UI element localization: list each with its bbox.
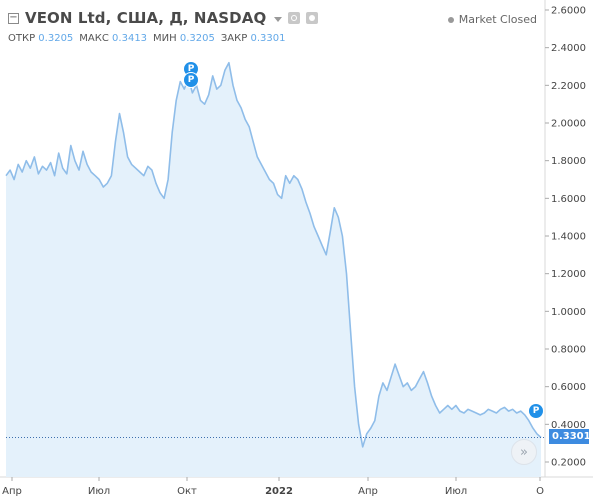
dividend-marker-icon[interactable]: P	[184, 73, 198, 87]
y-tick-label: 1.2000	[551, 269, 586, 280]
y-tick-label: 1.6000	[551, 194, 586, 205]
y-tick-label: 0.8000	[551, 345, 586, 356]
dividend-marker-icon[interactable]: P	[529, 404, 543, 418]
y-tick-label: 1.4000	[551, 232, 586, 243]
x-tick-label: 2022	[265, 486, 293, 497]
title-row: − VEON Ltd, США, Д, NASDAQ	[8, 9, 319, 27]
y-tick-label: 0.2000	[551, 458, 586, 469]
price-area-fill	[6, 62, 541, 477]
y-tick-label: 0.6000	[551, 382, 586, 393]
status-dot-icon	[447, 16, 454, 23]
x-axis[interactable]: Апр Июл Окт 2022 Апр Июл О	[2, 477, 544, 497]
last-price-label: 0.3301	[549, 429, 591, 444]
y-tick-label: 2.4000	[551, 43, 586, 54]
y-tick-label: 2.6000	[551, 6, 586, 17]
y-tick-label: 2.0000	[551, 119, 586, 130]
ohlc-row: ОТКР 0.3205 МАКС 0.3413 МИН 0.3205 ЗАКР …	[8, 33, 285, 44]
x-tick-label: Июл	[88, 486, 110, 497]
symbol-title[interactable]: VEON Ltd, США, Д, NASDAQ	[25, 9, 267, 27]
ohlc-open: ОТКР 0.3205	[8, 33, 74, 44]
chart-plot	[5, 61, 545, 477]
y-tick-label: 0.4000	[551, 420, 586, 431]
x-tick-label: Апр	[358, 486, 378, 497]
gear-icon[interactable]	[306, 12, 319, 24]
x-tick-label: Окт	[177, 486, 197, 497]
scroll-to-realtime-button[interactable]: »	[511, 439, 537, 465]
ohlc-low: МИН 0.3205	[153, 33, 215, 44]
ohlc-close: ЗАКР 0.3301	[220, 33, 286, 44]
y-axis[interactable]: 2.6000 2.4000 2.2000 2.0000 1.8000 1.6000 1.40…	[545, 6, 586, 469]
x-tick-label: Апр	[2, 486, 22, 497]
eye-icon[interactable]	[288, 12, 301, 24]
x-tick-label: Июл	[445, 486, 467, 497]
y-tick-label: 2.2000	[551, 81, 586, 92]
dividend-marker-icon[interactable]: P	[184, 62, 198, 76]
ohlc-high: МАКС 0.3413	[79, 33, 148, 44]
chevron-down-icon[interactable]	[274, 16, 283, 22]
x-tick-label: О	[536, 486, 544, 497]
market-status: Market Closed	[447, 13, 537, 26]
collapse-button[interactable]: −	[8, 12, 19, 24]
y-tick-label: 1.0000	[551, 307, 586, 318]
y-tick-label: 1.8000	[551, 156, 586, 167]
chart-header: − VEON Ltd, США, Д, NASDAQ ОТКР 0.3205 М…	[0, 0, 545, 50]
price-line	[5, 61, 542, 448]
market-status-label: Market Closed	[458, 13, 537, 26]
